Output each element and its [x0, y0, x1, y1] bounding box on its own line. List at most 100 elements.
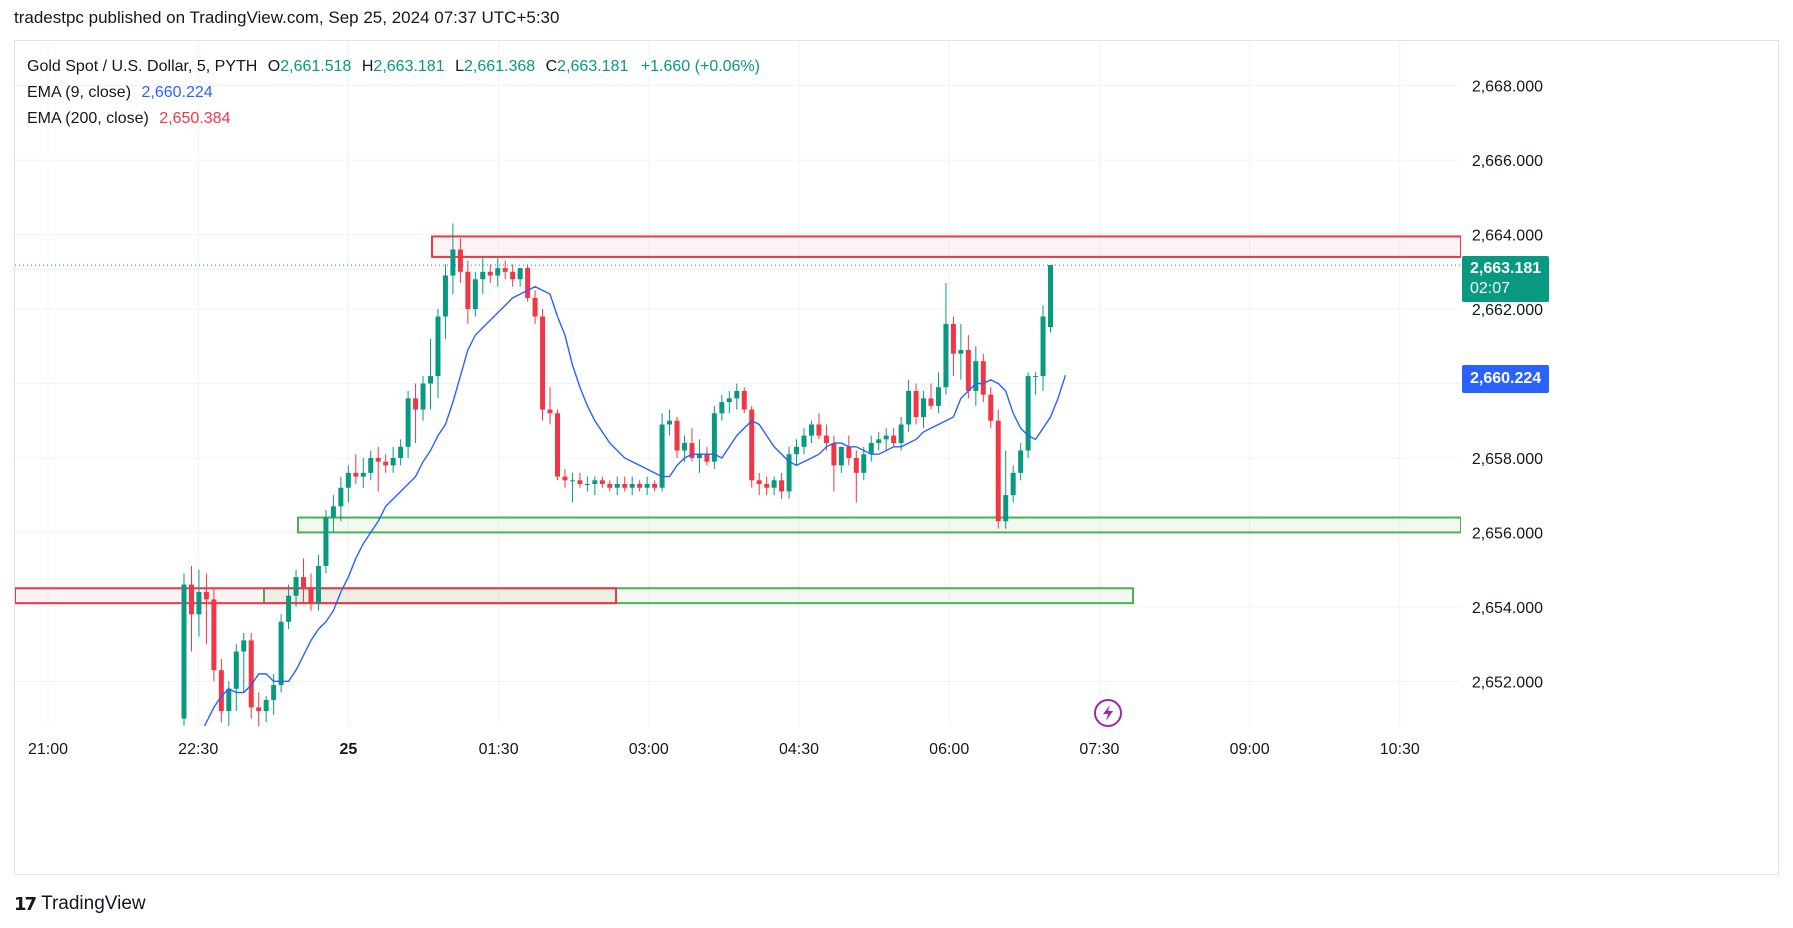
last-price-tag: 2,663.181 02:07	[1462, 256, 1550, 302]
zone-layer	[15, 235, 1461, 605]
candle	[256, 692, 262, 726]
ema9-label: EMA (9, close)	[27, 84, 132, 101]
candle	[794, 439, 800, 466]
candle	[495, 256, 501, 287]
ema-layer	[203, 285, 1067, 726]
candle	[181, 573, 187, 726]
candle	[405, 390, 411, 458]
candle	[838, 446, 844, 473]
candle-body	[203, 591, 209, 600]
candle-body	[681, 443, 687, 451]
candle-body	[838, 446, 844, 466]
candle-body	[368, 457, 374, 473]
candle	[607, 480, 613, 492]
candle	[614, 476, 620, 496]
candle	[734, 383, 740, 410]
ema9-price-tag: 2,660.224	[1462, 365, 1550, 393]
candle	[577, 472, 583, 488]
candle-body	[674, 420, 680, 451]
close-value: 2,663.181	[557, 58, 629, 75]
candle	[569, 472, 575, 503]
candle	[465, 260, 471, 324]
candle	[921, 390, 927, 429]
candle	[943, 282, 949, 395]
chart-frame[interactable]: 2,652.000 2,654.000 2,656.000 2,658.000 2,66…	[14, 40, 1779, 875]
candle	[450, 223, 456, 295]
candle	[928, 383, 934, 410]
candle	[935, 372, 941, 414]
candle	[525, 264, 531, 302]
candle	[801, 428, 807, 455]
candle	[218, 658, 224, 723]
lightning-icon[interactable]	[1094, 699, 1122, 727]
candle	[674, 417, 680, 458]
y-tick-label: 2,666.000	[1472, 153, 1543, 170]
candle	[711, 405, 717, 470]
candle	[480, 256, 486, 295]
y-tick-label: 2,656.000	[1472, 525, 1543, 542]
ema9-value: 2,660.224	[141, 84, 213, 101]
x-tick-label: 03:00	[629, 741, 669, 758]
candle	[562, 469, 568, 488]
x-tick-label: 22:30	[178, 741, 218, 758]
x-tick-label: 04:30	[779, 741, 819, 758]
candle	[330, 495, 336, 533]
chart-legend: Gold Spot / U.S. Dollar, 5, PYTH O2,661.…	[27, 54, 760, 132]
candle-body	[592, 480, 598, 485]
candle-body	[218, 670, 224, 712]
ema9-row[interactable]: EMA (9, close) 2,660.224	[27, 80, 760, 106]
brand[interactable]: 17 TradingView	[14, 893, 146, 915]
candle	[599, 476, 605, 488]
candle	[293, 569, 299, 607]
x-tick-label: 06:00	[929, 741, 969, 758]
candle	[301, 558, 307, 604]
candle	[891, 428, 897, 447]
candle	[248, 632, 254, 719]
candle-body	[487, 271, 493, 276]
candle-body	[525, 268, 531, 298]
candle	[816, 413, 822, 440]
x-tick-label: 10:30	[1380, 741, 1420, 758]
candle	[315, 554, 321, 611]
candle-body	[323, 517, 329, 566]
candle-body	[622, 484, 628, 488]
candle	[188, 565, 194, 652]
candle-body	[719, 402, 725, 414]
candle	[353, 454, 359, 485]
low-key: L	[455, 58, 464, 75]
price-chart[interactable]: 2,652.000 2,654.000 2,656.000 2,658.000 2,66…	[15, 41, 1780, 876]
candle	[555, 409, 560, 481]
x-tick-label: 21:00	[28, 741, 68, 758]
symbol-title[interactable]: Gold Spot / U.S. Dollar, 5, PYTH	[27, 58, 258, 75]
candle-body	[495, 268, 501, 276]
candle-body	[883, 435, 889, 440]
x-axis: 21:00 22:30 25 01:30 03:00 04:30 06:00 07:30 09:…	[28, 741, 1420, 758]
candle	[659, 413, 665, 492]
candle	[233, 644, 239, 712]
candle-body	[450, 249, 456, 276]
open-key: O	[267, 58, 281, 75]
ema200-row[interactable]: EMA (200, close) 2,650.384	[27, 106, 760, 132]
candle	[278, 614, 284, 693]
candle-body	[950, 323, 956, 354]
candle	[502, 260, 508, 280]
candle	[667, 409, 673, 436]
tradingview-logo-icon: 17	[14, 893, 37, 915]
candle-body	[465, 271, 471, 310]
candle	[726, 390, 732, 414]
candle-body	[943, 323, 949, 388]
change-value: +1.660 (+0.06%)	[640, 58, 761, 75]
candle-body	[1010, 472, 1016, 496]
candle	[995, 409, 1001, 529]
candle	[338, 476, 344, 522]
candle-body	[980, 361, 986, 395]
candle-body	[965, 349, 971, 391]
candle-body	[293, 577, 299, 596]
y-tick-label: 2,652.000	[1472, 674, 1543, 691]
candle	[592, 476, 598, 496]
candle	[808, 420, 814, 444]
open-value: 2,661.518	[280, 58, 352, 75]
candle	[517, 268, 523, 287]
candle-body	[555, 413, 560, 477]
candle	[263, 696, 269, 723]
